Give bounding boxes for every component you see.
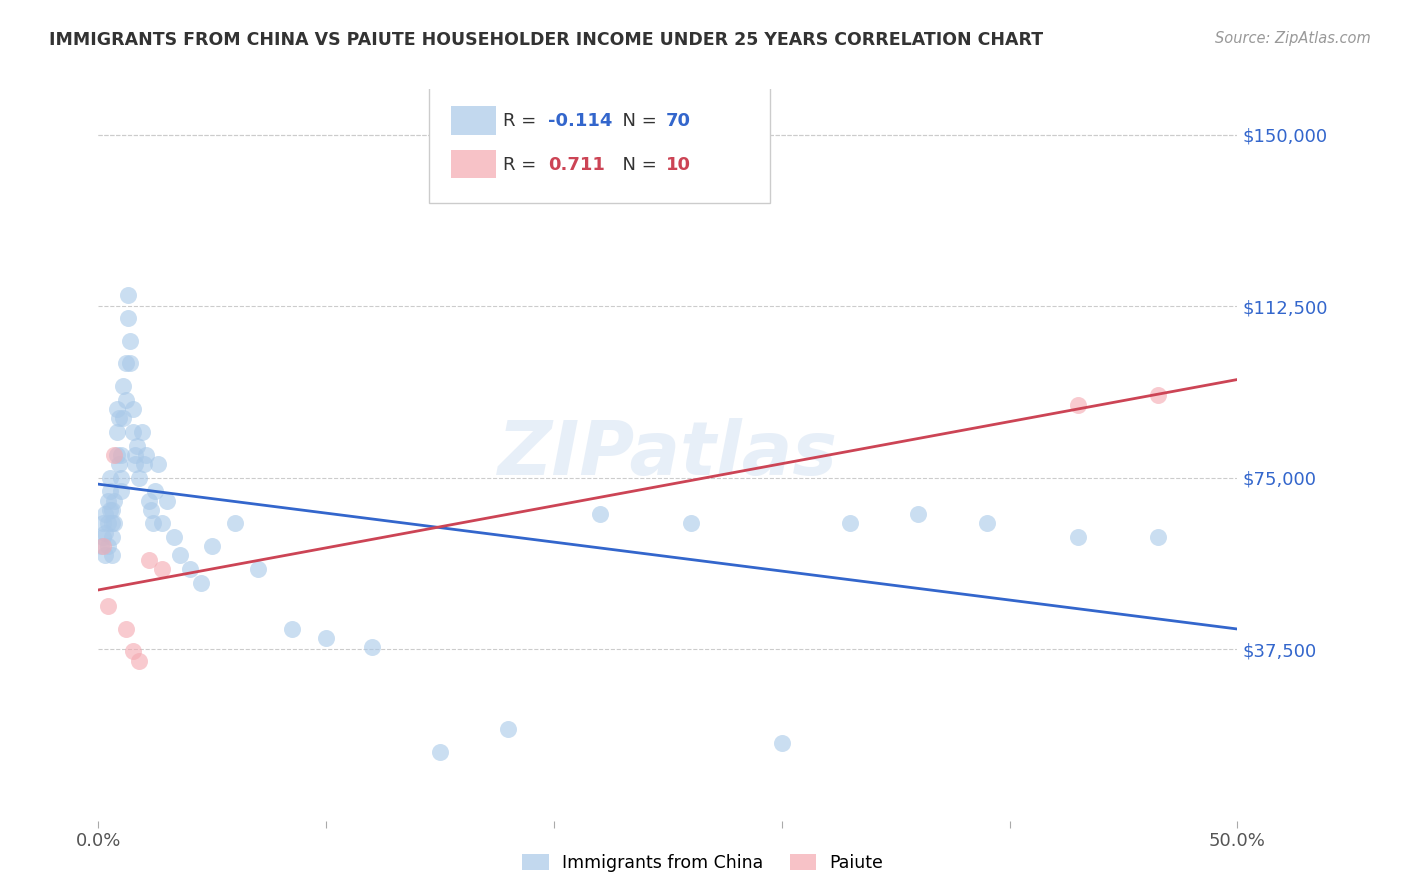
Point: [1146, 530, 1168, 544]
Point: [91, 516, 114, 531]
Point: [679, 516, 702, 531]
Text: Source: ZipAtlas.com: Source: ZipAtlas.com: [1215, 31, 1371, 46]
Text: 10: 10: [665, 155, 690, 174]
Point: [121, 644, 143, 658]
Point: [156, 493, 179, 508]
Point: [127, 439, 149, 453]
Point: [588, 508, 610, 522]
Point: [94, 525, 117, 540]
Point: [429, 745, 451, 759]
Text: N =: N =: [610, 112, 662, 129]
Point: [135, 448, 157, 462]
Point: [145, 484, 167, 499]
Point: [103, 448, 125, 462]
Point: [907, 508, 929, 522]
Point: [360, 640, 382, 654]
Point: [117, 288, 139, 302]
Point: [101, 516, 124, 531]
Point: [105, 402, 128, 417]
Point: [94, 508, 117, 522]
Point: [103, 493, 125, 508]
Point: [162, 530, 184, 544]
Text: 0.711: 0.711: [548, 155, 605, 174]
Text: R =: R =: [503, 155, 547, 174]
Text: R =: R =: [503, 112, 541, 129]
Point: [121, 425, 143, 439]
Point: [281, 622, 304, 636]
Point: [120, 334, 142, 348]
Point: [105, 425, 128, 439]
Point: [1067, 398, 1090, 412]
Point: [246, 562, 269, 576]
Point: [94, 549, 117, 563]
Point: [110, 448, 132, 462]
Text: IMMIGRANTS FROM CHINA VS PAIUTE HOUSEHOLDER INCOME UNDER 25 YEARS CORRELATION CH: IMMIGRANTS FROM CHINA VS PAIUTE HOUSEHOL…: [49, 31, 1043, 49]
Point: [150, 516, 173, 531]
Point: [224, 516, 246, 531]
Point: [121, 402, 143, 417]
Point: [105, 448, 128, 462]
Point: [132, 457, 155, 471]
Point: [169, 549, 191, 563]
Point: [112, 411, 135, 425]
Point: [190, 576, 212, 591]
Point: [101, 549, 124, 563]
Text: -0.114: -0.114: [548, 112, 613, 129]
Point: [201, 539, 224, 553]
Point: [96, 493, 118, 508]
Point: [90, 539, 112, 553]
Legend: Immigrants from China, Paiute: Immigrants from China, Paiute: [516, 847, 890, 879]
Text: 70: 70: [665, 112, 690, 129]
Point: [128, 654, 150, 668]
Point: [91, 539, 114, 553]
Point: [146, 457, 169, 471]
Point: [498, 723, 520, 737]
Point: [96, 539, 118, 553]
Point: [112, 379, 135, 393]
Point: [139, 502, 162, 516]
Point: [315, 631, 337, 645]
Point: [103, 516, 125, 531]
Point: [96, 516, 118, 531]
Point: [98, 471, 121, 485]
Point: [976, 516, 998, 531]
Point: [1146, 388, 1168, 402]
Point: [117, 310, 139, 325]
Point: [114, 356, 136, 370]
Point: [101, 502, 124, 516]
Text: N =: N =: [610, 155, 662, 174]
Point: [114, 622, 136, 636]
Point: [124, 457, 146, 471]
Text: ZIPatlas: ZIPatlas: [498, 418, 838, 491]
Point: [128, 471, 150, 485]
FancyBboxPatch shape: [429, 86, 770, 202]
Point: [120, 356, 142, 370]
Point: [110, 471, 132, 485]
Point: [98, 484, 121, 499]
Point: [1067, 530, 1090, 544]
Point: [150, 562, 173, 576]
Point: [138, 553, 160, 567]
Point: [114, 392, 136, 407]
Point: [101, 530, 124, 544]
Point: [98, 502, 121, 516]
Point: [770, 736, 793, 750]
FancyBboxPatch shape: [451, 106, 496, 135]
Point: [124, 448, 146, 462]
Point: [91, 530, 114, 544]
FancyBboxPatch shape: [451, 150, 496, 178]
Point: [179, 562, 201, 576]
Point: [108, 411, 131, 425]
Point: [108, 457, 131, 471]
Point: [96, 599, 118, 613]
Point: [110, 484, 132, 499]
Point: [131, 425, 153, 439]
Point: [142, 516, 165, 531]
Point: [138, 493, 160, 508]
Point: [839, 516, 862, 531]
